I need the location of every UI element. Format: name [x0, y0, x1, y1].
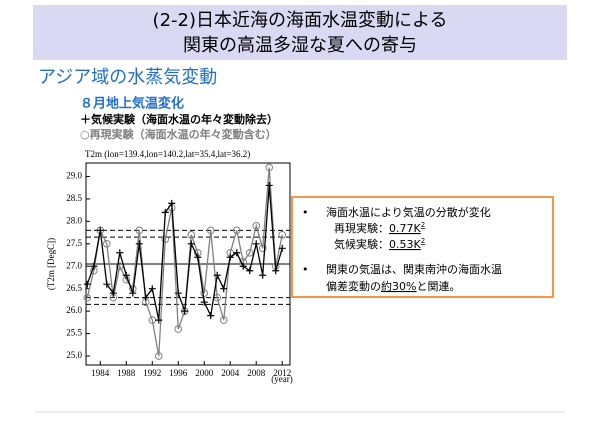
marker [122, 271, 130, 279]
note-text: 気候実験：0.53K2 [334, 237, 425, 251]
note-sup: 2 [421, 237, 425, 245]
marker [226, 253, 234, 261]
marker [232, 226, 241, 235]
slide-title: (2-2)日本近海の海面水温変動による [153, 10, 448, 31]
marker [102, 240, 111, 248]
chart-title: ８月地上気温変化 [80, 96, 184, 112]
marker [265, 181, 273, 189]
y-tick-label: 27.5 [66, 238, 82, 248]
header-box [33, 5, 567, 60]
x-tick-label: 2008 [247, 368, 266, 378]
marker [252, 240, 260, 248]
slide-title: 関東の高温多湿な夏への寄与 [183, 35, 417, 56]
note-text: と関連。 [416, 279, 460, 293]
note-value: 0.53K [389, 238, 421, 251]
legend-entry: ○再現実験（海面水温の年々変動含む） [80, 127, 277, 141]
x-tick-label: 1988 [117, 368, 136, 378]
marker [207, 312, 215, 320]
x-tick-label: 1992 [143, 368, 161, 378]
marker [220, 285, 228, 293]
marker [135, 240, 143, 248]
marker [187, 231, 196, 239]
note-box [291, 196, 554, 298]
marker [154, 352, 163, 360]
y-tick-label: 28.0 [66, 215, 82, 225]
x-axis-label: (year) [271, 374, 292, 384]
y-tick-label: 25.5 [66, 328, 82, 338]
y-tick-label: 27.0 [66, 260, 82, 270]
x-tick-label: 1996 [169, 368, 188, 378]
marker [90, 262, 98, 270]
marker [155, 316, 163, 324]
marker [265, 163, 274, 172]
plot-title: T2m (lon=139.4,lon=140.2,lat=35.4,lat=36… [85, 149, 250, 159]
x-tick-label: 2012 [273, 368, 291, 378]
y-tick-label: 29.0 [66, 171, 82, 181]
marker [194, 253, 202, 261]
marker [96, 226, 104, 234]
note-sup: 2 [421, 221, 425, 229]
marker [83, 293, 92, 302]
marker [83, 280, 91, 288]
bullet: • [302, 263, 309, 276]
marker [259, 271, 267, 279]
marker [200, 298, 208, 306]
marker [129, 289, 137, 297]
marker [200, 289, 209, 297]
marker [148, 285, 156, 293]
marker [233, 249, 241, 257]
marker [278, 231, 287, 239]
y-tick-label: 26.0 [66, 305, 82, 315]
marker [168, 199, 176, 207]
marker [174, 289, 182, 297]
note-text: 関東の気温は、関東南沖の海面水温 [326, 262, 502, 276]
marker [103, 280, 111, 288]
marker [142, 294, 150, 302]
marker [109, 289, 117, 297]
plot: 25.0 25.5 26.0 26.5 27.0 27.5 28.0 28.5 29.0 1984… [66, 163, 291, 378]
note-value: 0.77K [389, 222, 421, 235]
marker [272, 267, 280, 275]
y-tick-label: 25.0 [66, 350, 82, 360]
marker [258, 244, 267, 253]
bullet: • [302, 206, 309, 219]
note-text: 再現実験：0.77K2 [334, 221, 425, 235]
note-label: 再現実験： [334, 221, 389, 235]
marker [174, 325, 183, 333]
y-axis-label: (T2m [DegC]) [46, 238, 56, 290]
series-line [86, 167, 283, 357]
note-text: 偏差変動の約30%と関連。 [326, 279, 460, 293]
x-tick-label: 1984 [91, 368, 110, 378]
marker [219, 316, 228, 324]
section-title: アジア域の水蒸気変動 [38, 67, 217, 88]
marker [116, 249, 124, 257]
note-text: 海面水温により気温の分散が変化 [326, 205, 491, 219]
marker [278, 244, 286, 252]
marker [206, 226, 215, 235]
marker [161, 208, 169, 216]
marker [187, 240, 195, 248]
marker [252, 222, 261, 230]
marker [213, 271, 221, 279]
marker [161, 235, 170, 244]
y-tick-label: 26.5 [66, 283, 82, 293]
marker [246, 267, 254, 275]
legend-entry: ＋気候実験（海面水温の年々変動除去） [80, 112, 278, 126]
marker [245, 248, 254, 257]
note-label: 気候実験： [334, 237, 389, 251]
marker [135, 226, 144, 235]
marker [181, 307, 189, 315]
note-emph: 約30% [381, 279, 416, 293]
y-tick-label: 28.5 [66, 193, 82, 203]
marker [239, 262, 247, 270]
x-tick-label: 2004 [221, 368, 240, 378]
x-tick-label: 2000 [195, 368, 214, 378]
note-text: 偏差変動の [326, 279, 381, 293]
